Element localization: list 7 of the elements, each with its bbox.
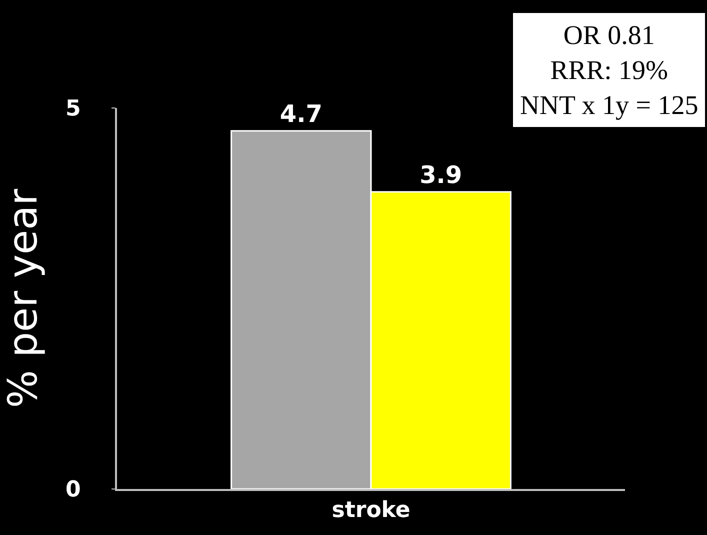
y-tick-label: 0 [66,478,81,503]
x-tick-label: stroke [332,498,410,524]
y-axis-title: % per year [0,188,47,408]
data-label: 4.7 [280,100,322,128]
data-label: 3.9 [420,160,462,189]
annotation: OR 0.81 RRR: 19% NNT x 1y = 125 [520,20,698,120]
y-tick-label: 5 [66,96,81,122]
